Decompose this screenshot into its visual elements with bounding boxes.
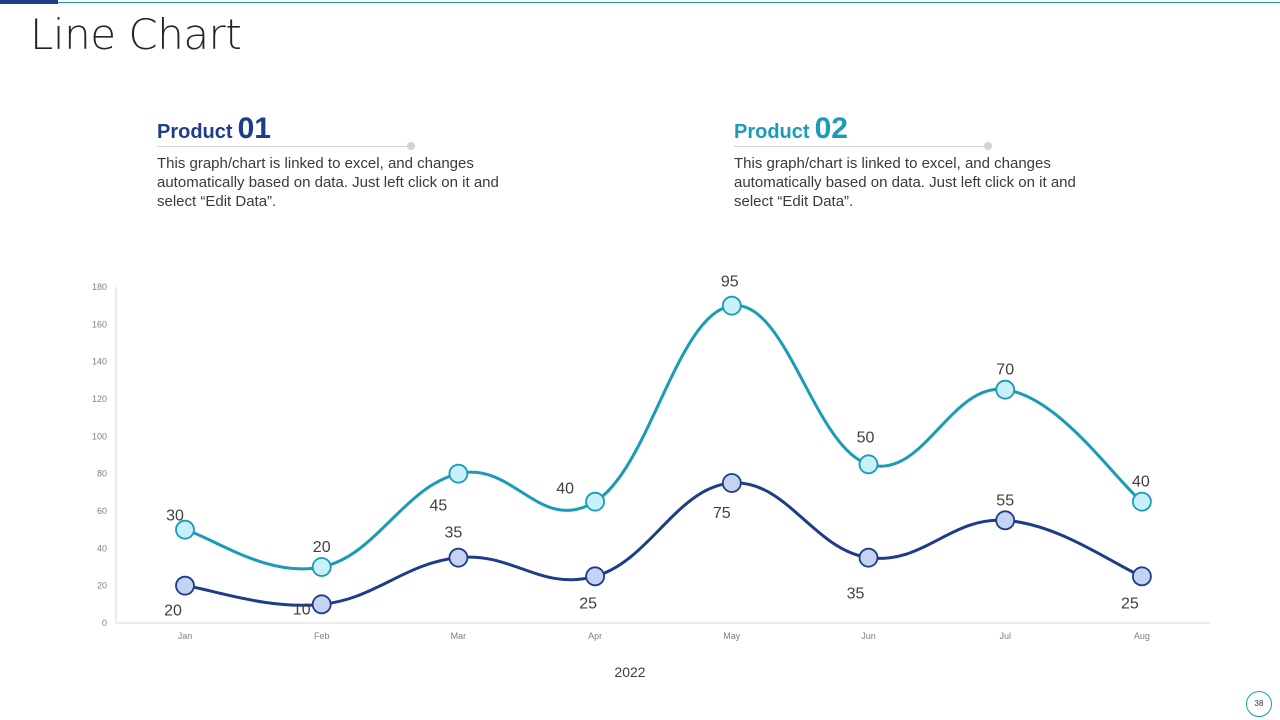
product-02-description: This graph/chart is linked to excel, and… [734, 155, 1076, 210]
series-1-data-label: 20 [164, 603, 182, 620]
series-2-point[interactable] [585, 491, 605, 512]
top-rule-line [58, 2, 1280, 3]
series-2-data-label: 20 [313, 539, 331, 556]
series-1-data-label: 25 [1121, 595, 1139, 612]
y-tick-label: 160 [92, 319, 107, 329]
series-1-point[interactable] [721, 473, 742, 493]
x-tick-label: Feb [314, 631, 330, 641]
series-1-point[interactable] [448, 547, 469, 568]
series-2-point[interactable] [311, 557, 332, 577]
product-01-label: Product [157, 121, 233, 143]
series-1-data-label: 55 [996, 492, 1014, 509]
x-tick-label: Jul [999, 631, 1011, 641]
y-tick-label: 180 [92, 282, 107, 292]
series-line-1 [184, 481, 1143, 607]
page-number-badge: 38 [1246, 691, 1272, 717]
series-2-data-label: 30 [166, 508, 184, 525]
series-2-point[interactable] [175, 519, 195, 540]
series-1-data-label: 35 [445, 525, 463, 542]
x-tick-label: Apr [588, 631, 602, 641]
page-title: Line Chart [30, 10, 242, 59]
y-tick-label: 0 [102, 618, 107, 628]
y-tick-label: 140 [92, 357, 107, 367]
series-1-data-label: 10 [293, 601, 311, 618]
series-2-point[interactable] [721, 295, 742, 316]
series-2-data-label: 95 [721, 274, 739, 291]
series-2-data-label: 70 [996, 362, 1014, 379]
y-tick-label: 120 [92, 394, 107, 404]
top-accent-bar [0, 0, 58, 4]
series-1-point[interactable] [585, 566, 605, 587]
product-01-number: 01 [237, 112, 271, 145]
product-01-description: This graph/chart is linked to excel, and… [157, 155, 499, 210]
series-2-point[interactable] [858, 454, 879, 475]
series-2-point[interactable] [448, 463, 469, 484]
y-tick-label: 20 [97, 581, 107, 591]
product-02-block: Product 02 This graph/chart is linked to … [734, 112, 1134, 211]
series-1-point[interactable] [858, 547, 879, 568]
y-tick-label: 100 [92, 431, 107, 441]
series-2-point[interactable] [1132, 491, 1152, 512]
series-1-data-label: 75 [713, 505, 731, 522]
product-01-block: Product 01 This graph/chart is linked to … [157, 112, 557, 211]
product-02-underline-dot [984, 142, 992, 150]
product-01-underline [157, 146, 411, 147]
x-tick-label: Aug [1134, 631, 1150, 641]
series-1-point[interactable] [1132, 566, 1152, 587]
product-01-underline-dot [407, 142, 415, 150]
x-tick-label: May [723, 631, 741, 641]
series-2-data-label: 40 [1132, 474, 1150, 491]
series-1-point[interactable] [995, 510, 1016, 531]
y-tick-label: 80 [97, 469, 107, 479]
product-01-heading: Product 01 [157, 112, 557, 150]
y-tick-label: 40 [97, 543, 107, 553]
x-tick-label: Jan [178, 631, 193, 641]
series-1-data-label: 25 [579, 595, 597, 612]
product-02-number: 02 [814, 112, 848, 145]
y-tick-label: 60 [97, 506, 107, 516]
series-2-data-label: 45 [430, 498, 448, 515]
x-tick-label: Mar [451, 631, 467, 641]
series-2-point[interactable] [995, 379, 1016, 400]
product-02-label: Product [734, 121, 810, 143]
series-1-point[interactable] [311, 594, 332, 615]
series-2-data-label: 50 [857, 429, 875, 446]
series-1-point[interactable] [175, 575, 195, 596]
product-02-underline [734, 146, 988, 147]
product-02-heading: Product 02 [734, 112, 1134, 150]
series-1-data-label: 35 [847, 586, 865, 603]
series-line-2 [184, 304, 1143, 571]
series-2-data-label: 40 [556, 481, 574, 498]
x-tick-label: Jun [861, 631, 876, 641]
x-axis-label: 2022 [614, 664, 645, 680]
